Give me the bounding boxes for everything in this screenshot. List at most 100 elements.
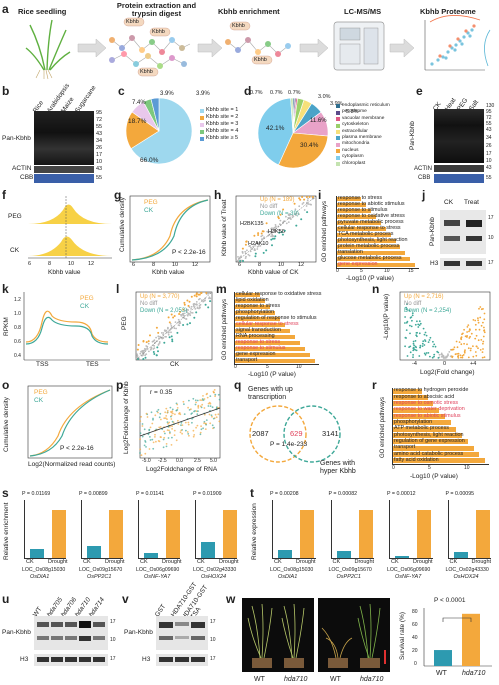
volcano-point [480, 339, 483, 341]
scatter-point [294, 208, 297, 211]
scatter-point [307, 197, 309, 200]
scatter-point-down [207, 306, 210, 309]
scatter-point-down [242, 260, 244, 262]
volcano-point [482, 308, 484, 310]
blot-label: Pan-Kbhb [2, 629, 31, 636]
lane-treat: Treat [464, 199, 479, 206]
scatter-point [181, 424, 184, 426]
volcano-point [477, 321, 480, 324]
scatter-point-down [186, 323, 189, 326]
scatter-point [209, 422, 212, 425]
scatter-point-up [277, 216, 280, 218]
mw-marker: 55 [486, 175, 492, 181]
regression-line [139, 407, 221, 437]
go-term: response to abiotic stimulus [338, 201, 405, 208]
mw-marker: 10 [110, 637, 116, 643]
go-bar [337, 262, 415, 268]
scatter-point [149, 426, 152, 429]
scatter-point-up [293, 202, 296, 205]
legend-swatch [200, 130, 204, 135]
scatter-plot-l [135, 291, 213, 361]
blot-label: Pan-Kbhb [124, 629, 153, 636]
legend-ck: CK [144, 207, 154, 214]
volcano-point [472, 319, 475, 321]
p-value: P = 0.01169 [22, 491, 51, 497]
volcano-point [475, 328, 477, 331]
bar-chart: P = 0.00095 CK Drought LOC_Os02g43330 OsHOX2… [438, 491, 497, 588]
workflow-illustration [25, 15, 491, 80]
mw-marker: 34 [96, 138, 103, 144]
scatter-point-up [178, 313, 181, 315]
x-tick: 10 [278, 262, 285, 268]
x-tick-tss: TSS [36, 361, 49, 368]
scatter-point-up [299, 198, 302, 201]
volcano-point [432, 345, 434, 348]
scatter-point [213, 426, 215, 429]
legend-item: Kbhb site = 4 [200, 129, 238, 135]
x-tick: 8 [258, 262, 262, 268]
group-label: CK [140, 559, 148, 565]
p-value: P = 0.00899 [79, 491, 108, 497]
scatter-point [253, 248, 256, 250]
go-term: protein metabolic process [338, 243, 400, 250]
scatter-point-down [281, 233, 284, 236]
go-bar [235, 346, 305, 352]
scatter-point [166, 429, 169, 431]
legend-nodiff: No diff [404, 301, 422, 307]
scatter-point [212, 417, 215, 420]
volcano-point [427, 341, 430, 343]
y-tick: 1.0 [14, 311, 21, 317]
gene-name: OsPP2C1 [87, 574, 112, 580]
go-bar [337, 250, 406, 256]
scatter-point [162, 438, 165, 441]
volcano-point [415, 349, 418, 352]
mw-marker: 72 [96, 117, 103, 123]
x-tick: 12 [192, 262, 199, 268]
mw-marker: 43 [96, 131, 103, 137]
x-tick: 0.0 [176, 458, 183, 464]
volcano-point [447, 353, 449, 356]
group-label: Drought [296, 559, 316, 565]
scatter-point [237, 260, 240, 262]
scatter-point [183, 312, 185, 315]
legend-text: cytoplasm [342, 154, 364, 160]
volcano-point [433, 343, 436, 346]
scatter-point [170, 325, 173, 327]
scatter-point-up [195, 295, 198, 298]
scatter-point [202, 395, 204, 397]
scatter-point-down [254, 255, 257, 258]
p-value: P < 2.2e-16 [172, 249, 206, 256]
scatter-point-down [278, 231, 281, 234]
scatter-point [193, 305, 195, 308]
scatter-point [272, 235, 275, 237]
scatter-point [217, 393, 220, 396]
gene-name: OsHOX24 [201, 574, 227, 580]
scatter-point [183, 403, 185, 406]
y-tick: 0.8 [14, 325, 21, 331]
scatter-point [214, 393, 217, 396]
cumulative-density-plot [129, 195, 211, 263]
y-axis-label: -Log10(P value) [383, 293, 390, 340]
volcano-point [413, 344, 415, 347]
scatter-point-down [171, 338, 174, 341]
volcano-point [477, 319, 479, 322]
volcano-point [460, 343, 463, 346]
scatter-point-up [197, 293, 200, 296]
x-axis-label: Kbhb value [48, 269, 81, 276]
volcano-point [427, 352, 430, 354]
scatter-point [165, 443, 168, 445]
y-axis-label: GO enriched pathways [222, 298, 228, 360]
go-term: fatty acid oxidation [394, 457, 439, 464]
pie-label: 0.7% [270, 90, 283, 96]
scatter-point [160, 418, 162, 421]
scatter-point [154, 436, 156, 438]
scatter-point [253, 243, 256, 246]
group-label: Drought [105, 559, 125, 565]
scatter-point-up [155, 326, 158, 329]
volcano-point [465, 335, 468, 338]
volcano-point [472, 355, 475, 358]
x-tick: 10 [172, 262, 179, 268]
go-term: transport [236, 357, 258, 364]
volcano-point [483, 356, 486, 358]
scatter-point [305, 205, 308, 207]
